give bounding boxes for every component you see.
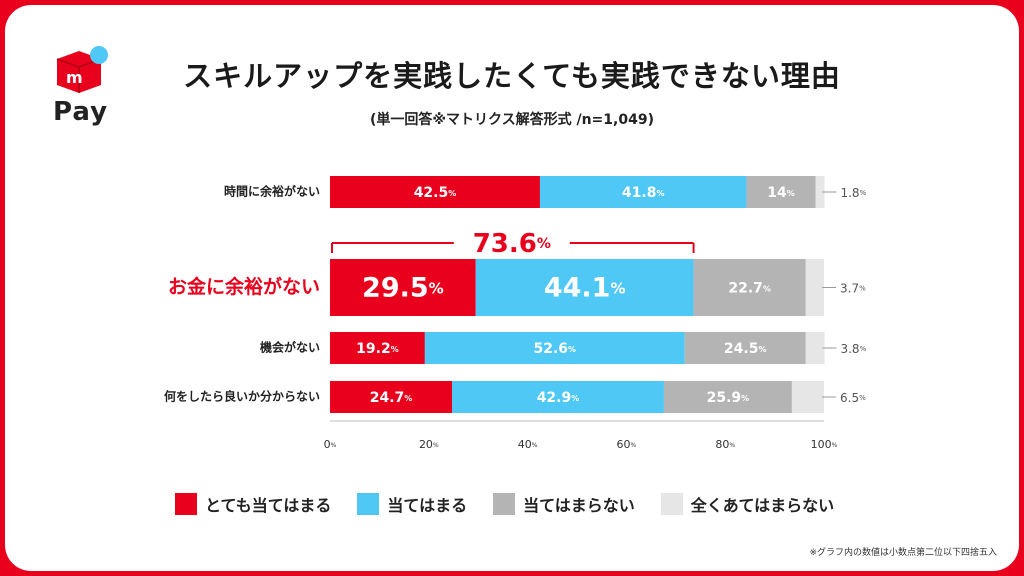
logo-letter: m — [66, 68, 83, 87]
bar-segment — [746, 176, 816, 208]
legend-swatch — [175, 493, 197, 515]
x-tick-label: 40% — [518, 438, 538, 451]
legend-label: 当てはまる — [387, 496, 468, 515]
data-label: 44.1% — [544, 272, 626, 303]
bar-segment — [684, 332, 806, 364]
legend-label: 当てはまらない — [523, 496, 635, 515]
legend-item: 当てはまる — [357, 492, 467, 516]
data-label: 41.8% — [622, 185, 665, 201]
footnote: ※グラフ内の数値は小数点第二位以下四捨五入 — [809, 548, 997, 558]
bar-segment — [452, 381, 664, 413]
x-tick-label: 80% — [715, 438, 735, 451]
logo-text: Pay — [53, 97, 109, 127]
category-label: 機会がない — [260, 340, 320, 355]
x-tick-label: 20% — [419, 438, 439, 451]
data-label: 22.7% — [728, 281, 771, 297]
bar-segment — [805, 332, 825, 364]
legend-label: 全くあてはまらない — [690, 496, 835, 515]
merpay-logo: m Pay — [49, 45, 109, 135]
data-label: 14% — [767, 185, 795, 201]
data-label: 25.9% — [707, 390, 750, 406]
bar-segment — [424, 332, 685, 364]
data-label: 24.5% — [724, 341, 767, 357]
legend-swatch — [660, 493, 683, 515]
merpay-box-icon: m — [56, 46, 108, 93]
data-label: 6.5% — [840, 391, 866, 405]
legend-swatch — [493, 493, 516, 515]
chart-subtitle: (単一回答※マトリクス解答形式 /n=1,049) — [370, 112, 654, 128]
stacked-bar-chart: 時間に余裕がない 42.5% 41.8% 14% 1.8% お金に余裕がない 29.5% 44… — [164, 176, 867, 451]
legend-swatch — [357, 493, 380, 515]
category-label: 何をしたら良いか分からない — [164, 389, 320, 404]
bar-segment — [330, 381, 453, 413]
bar-segment — [539, 176, 747, 208]
bar-segment — [693, 259, 806, 316]
category-label: お金に余裕がない — [168, 275, 320, 298]
chart-card: m Pay スキルアップを実践したくても実践できない理由 (単一回答※マトリクス… — [5, 5, 1019, 571]
x-tick-label: 0% — [324, 438, 337, 451]
x-tick-label: 60% — [617, 438, 637, 451]
data-label: 42.9% — [537, 390, 580, 406]
bar-segment — [475, 259, 694, 316]
bar-segment — [805, 259, 824, 316]
chart-title: スキルアップを実践したくても実践できない理由 — [183, 59, 841, 93]
bracket-value: 73.6% — [473, 229, 551, 259]
data-label: 29.5% — [362, 272, 444, 303]
bar-segment — [791, 381, 824, 413]
data-label: 24.7% — [370, 390, 413, 406]
x-tick-label: 100% — [811, 438, 838, 451]
bar-segment — [330, 176, 540, 208]
bar-segment — [663, 381, 792, 413]
legend-item: 全くあてはまらない — [660, 492, 835, 516]
legend-item: 当てはまらない — [493, 492, 635, 516]
data-label: 1.8% — [840, 186, 866, 200]
bar-segment — [330, 332, 425, 364]
bar-segment — [815, 176, 825, 208]
data-label: 42.5% — [414, 185, 457, 201]
data-label: 3.8% — [840, 342, 866, 356]
category-label: 時間に余裕がない — [224, 184, 320, 199]
legend-label: とても当てはまる — [205, 496, 332, 515]
data-label: 52.6% — [533, 341, 576, 357]
legend-item: とても当てはまる — [175, 492, 331, 516]
data-label: 19.2% — [356, 341, 399, 357]
bar-segment — [330, 259, 476, 316]
chart-legend: とても当てはまる 当てはまる 当てはまらない 全くあてはまらない — [175, 492, 834, 516]
data-label: 3.7% — [840, 281, 866, 295]
